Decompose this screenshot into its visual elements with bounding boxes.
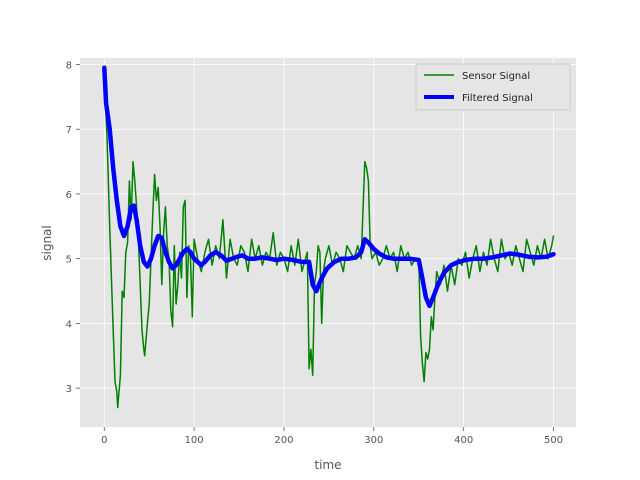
y-tick-label-7: 7: [66, 125, 72, 136]
y-tick-label-8: 8: [66, 60, 72, 71]
y-tick-label-3: 3: [66, 384, 72, 395]
y-tick-label-6: 6: [66, 190, 72, 201]
x-tick-label-0: 0: [101, 435, 107, 446]
legend-label-sensor-signal: Sensor Signal: [462, 71, 530, 82]
x-ticks: 0 100 200 300 400 500: [101, 427, 563, 446]
y-axis-title: signal: [40, 225, 54, 261]
x-tick-label-500: 500: [544, 435, 563, 446]
series-lines: [102, 65, 556, 409]
x-tick-label-200: 200: [274, 435, 293, 446]
x-tick-label-400: 400: [454, 435, 473, 446]
legend-label-filtered-signal: Filtered Signal: [462, 93, 533, 104]
x-axis-title: time: [314, 458, 341, 472]
y-tick-label-5: 5: [66, 255, 72, 266]
y-tick-label-4: 4: [66, 319, 72, 330]
x-tick-label-300: 300: [364, 435, 383, 446]
series-line-filtered-signal: [102, 65, 556, 309]
x-tick-label-100: 100: [185, 435, 204, 446]
y-ticks: 3 4 5 6 7 8: [66, 60, 80, 395]
legend: Sensor Signal Filtered Signal: [415, 63, 571, 111]
legend-box: [415, 63, 571, 111]
